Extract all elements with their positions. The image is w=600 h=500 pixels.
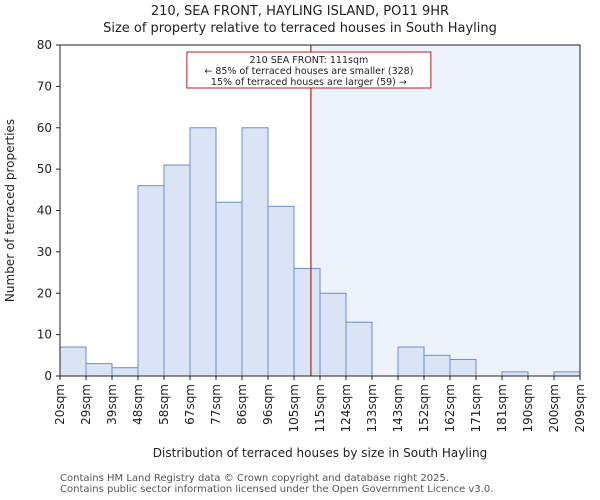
x-tick-label: 124sqm: [339, 384, 353, 432]
footer-copyright: Contains HM Land Registry data © Crown c…: [60, 473, 449, 484]
histogram-bar: [59, 346, 87, 377]
x-tick-label: 200sqm: [547, 384, 561, 432]
x-tick-label: 181sqm: [495, 384, 509, 432]
histogram-bar: [189, 127, 217, 377]
larger-region-shade: [310, 45, 580, 376]
histogram-bar: [319, 292, 347, 377]
x-tick-label: 115sqm: [313, 384, 327, 432]
histogram-bar: [137, 185, 165, 377]
annotation-line: ← 85% of terraced houses are smaller (32…: [204, 66, 413, 77]
y-tick-label: 30: [37, 245, 52, 259]
histogram-bar: [293, 267, 321, 377]
y-tick-label: 20: [37, 286, 52, 300]
x-tick-label: 86sqm: [235, 384, 249, 425]
y-tick-label: 70: [37, 79, 52, 93]
x-tick-label: 171sqm: [469, 384, 483, 432]
histogram-bar: [163, 164, 191, 377]
y-tick-label: 80: [37, 38, 52, 52]
histogram-bar: [423, 354, 451, 377]
y-tick-label: 50: [37, 162, 52, 176]
histogram-bar: [501, 371, 529, 377]
x-axis-title: Distribution of terraced houses by size …: [153, 446, 487, 460]
y-tick-label: 60: [37, 121, 52, 135]
x-tick-label: 39sqm: [105, 384, 119, 425]
x-tick-label: 29sqm: [79, 384, 93, 425]
x-tick-label: 133sqm: [365, 384, 379, 432]
x-tick-label: 162sqm: [443, 384, 457, 432]
chart-title: 210, SEA FRONT, HAYLING ISLAND, PO11 9HR: [150, 4, 450, 19]
histogram-bar: [449, 358, 477, 377]
histogram-bar: [111, 367, 139, 377]
x-tick-label: 77sqm: [209, 384, 223, 425]
x-tick-label: 209sqm: [573, 384, 587, 432]
y-tick-label: 10: [37, 328, 52, 342]
x-tick-label: 58sqm: [157, 384, 171, 425]
histogram-bar: [215, 201, 243, 377]
annotation-line: 15% of terraced houses are larger (59) →: [211, 77, 407, 88]
histogram-bar: [241, 127, 269, 377]
y-tick-label: 40: [37, 204, 52, 218]
x-tick-label: 152sqm: [417, 384, 431, 432]
histogram-bar: [345, 321, 373, 377]
x-tick-label: 105sqm: [287, 384, 301, 432]
footer-licence: Contains public sector information licen…: [60, 484, 494, 495]
x-tick-label: 20sqm: [53, 384, 67, 425]
x-tick-label: 143sqm: [391, 384, 405, 432]
histogram-bar: [397, 346, 425, 377]
annotation-box: [186, 51, 432, 89]
x-tick-label: 96sqm: [261, 384, 275, 425]
histogram-bar: [85, 363, 113, 377]
chart-subtitle: Size of property relative to terraced ho…: [103, 21, 497, 36]
histogram-bar: [553, 371, 581, 377]
y-axis-title: Number of terraced properties: [3, 119, 17, 302]
x-tick-label: 67sqm: [183, 384, 197, 425]
y-tick-label: 0: [44, 369, 52, 383]
annotation-line: 210 SEA FRONT: 111sqm: [250, 55, 369, 66]
x-tick-label: 48sqm: [131, 384, 145, 425]
x-tick-label: 190sqm: [521, 384, 535, 432]
histogram-bar: [267, 205, 295, 377]
